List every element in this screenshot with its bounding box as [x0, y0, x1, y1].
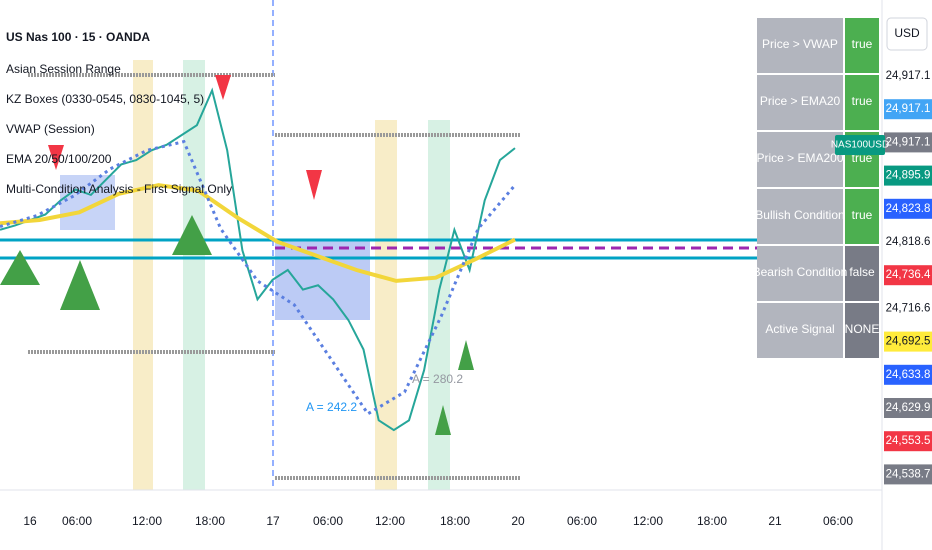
session-box	[183, 60, 205, 490]
price-label: 24,633.8	[886, 369, 931, 381]
price-label: 24,736.4	[886, 269, 931, 281]
price-badge	[884, 431, 932, 452]
table-value: true	[852, 208, 873, 222]
time-label: 06:00	[567, 514, 597, 528]
table-cell	[845, 189, 879, 244]
table-value: false	[849, 265, 875, 279]
time-label: 06:00	[313, 514, 343, 528]
time-label: 12:00	[633, 514, 663, 528]
table-label: Active Signal	[765, 322, 834, 336]
price-label: 24,917.1	[886, 103, 931, 115]
ticker-label: NAS100USD	[831, 140, 889, 151]
indicator-label: EMA 20/50/100/200	[6, 152, 112, 166]
table-cell	[845, 18, 879, 73]
table-cell	[757, 303, 843, 358]
indicator-label: Multi-Condition Analysis - First Signal …	[6, 182, 232, 196]
price-badge	[884, 66, 932, 86]
price-label: 24,917.1	[886, 70, 931, 82]
price-label: 24,716.6	[886, 302, 931, 314]
table-label: Bearish Condition	[753, 265, 848, 279]
ticker-badge	[835, 135, 885, 155]
time-label: 06:00	[823, 514, 853, 528]
table-label: Price > VWAP	[762, 37, 838, 51]
time-label: 12:00	[375, 514, 405, 528]
kz-box	[275, 240, 370, 320]
price-label: 24,895.9	[886, 170, 931, 182]
time-label: 17	[266, 514, 280, 528]
buy-signal	[435, 405, 451, 435]
time-label: 12:00	[132, 514, 162, 528]
table-label: Price > EMA200	[756, 151, 843, 165]
table-cell	[845, 246, 879, 301]
price-badge	[884, 364, 932, 385]
table-cell	[757, 75, 843, 130]
table-cell	[845, 75, 879, 130]
price-badge	[884, 165, 932, 186]
price-line	[0, 183, 516, 283]
table-cell	[757, 189, 843, 244]
price-label: 24,629.9	[886, 402, 931, 414]
price-badge	[884, 331, 932, 352]
currency-box	[886, 17, 928, 51]
annotation: A = 280.2	[412, 372, 463, 386]
table-cell	[757, 18, 843, 73]
table-value: true	[852, 37, 873, 51]
time-label: 18:00	[440, 514, 470, 528]
time-label: 21	[768, 514, 782, 528]
table-cell	[757, 246, 843, 301]
price-label: 24,553.5	[886, 435, 931, 447]
price-line	[0, 139, 517, 416]
price-badge	[884, 232, 932, 252]
sell-signal	[48, 145, 64, 170]
price-badge	[884, 398, 932, 418]
price-badge	[884, 99, 932, 120]
indicator-label: KZ Boxes (0330-0545, 0830-1045, 5)	[6, 92, 204, 106]
table-label: Price > EMA20	[760, 94, 841, 108]
annotation: A = 242.2	[306, 400, 357, 414]
price-badge	[884, 132, 932, 153]
sell-signal	[306, 170, 322, 200]
time-label: 20	[511, 514, 525, 528]
price-badge	[884, 298, 932, 319]
buy-signal	[172, 215, 212, 255]
price-badge	[884, 198, 932, 219]
price-label: 24,692.5	[886, 336, 931, 348]
time-label: 18:00	[195, 514, 225, 528]
price-label: 24,538.7	[886, 468, 931, 480]
table-value: NONE	[845, 322, 880, 336]
buy-signal	[458, 340, 474, 370]
buy-signal	[0, 250, 40, 285]
table-cell	[845, 303, 879, 358]
table-label: Bullish Condition	[755, 208, 844, 222]
price-label: 24,823.8	[886, 203, 931, 215]
symbol-title: US Nas 100 · 15 · OANDA	[6, 30, 150, 44]
price-label: 24,818.6	[886, 236, 931, 248]
session-box	[428, 120, 450, 490]
price-badge	[884, 464, 932, 485]
time-label: 18:00	[697, 514, 727, 528]
session-box	[375, 120, 397, 490]
price-label: 24,917.1	[886, 136, 931, 148]
price-line	[0, 87, 516, 432]
time-label: 06:00	[62, 514, 92, 528]
indicator-label: VWAP (Session)	[6, 122, 95, 136]
table-value: true	[852, 94, 873, 108]
session-box	[133, 60, 153, 490]
time-label: 16	[23, 514, 37, 528]
price-badge	[884, 265, 932, 286]
indicator-label: Asian Session Range	[6, 62, 121, 76]
currency-label: USD	[894, 26, 920, 40]
buy-signal	[60, 260, 100, 310]
sell-signal	[215, 75, 231, 100]
table-cell	[757, 132, 843, 187]
